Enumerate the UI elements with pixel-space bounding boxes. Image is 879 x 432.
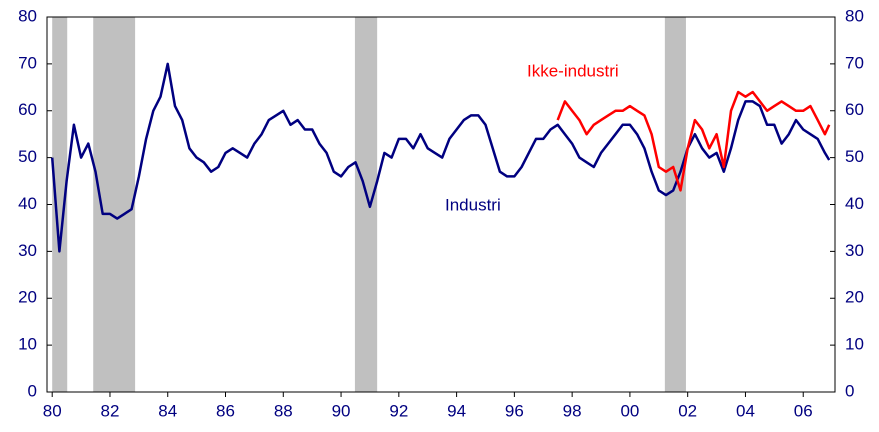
x-tick-label: 98 [563,401,582,420]
series-label: Ikke-industri [527,61,619,80]
x-tick-label: 80 [43,401,62,420]
x-tick-label: 84 [158,401,177,420]
y2-tick-label: 50 [845,147,864,166]
x-tick-label: 06 [794,401,813,420]
series-label: Industri [445,195,501,214]
y-tick-label: 40 [18,194,37,213]
y-tick-label: 50 [18,147,37,166]
y-tick-label: 0 [28,381,37,400]
x-tick-label: 88 [274,401,293,420]
y2-tick-label: 10 [845,335,864,354]
x-tick-label: 90 [332,401,351,420]
series-line [556,90,831,192]
x-tick-label: 00 [620,401,639,420]
y2-tick-label: 30 [845,241,864,260]
y2-tick-label: 20 [845,288,864,307]
recession-shade [52,17,68,392]
y2-tick-label: 60 [845,100,864,119]
recession-shade [664,17,686,392]
recession-shade [93,17,136,392]
x-tick-label: 86 [216,401,235,420]
y-tick-label: 60 [18,100,37,119]
y-tick-label: 80 [18,6,37,25]
recession-shade [354,17,378,392]
x-tick-label: 96 [505,401,524,420]
y-tick-label: 70 [18,53,37,72]
y2-tick-label: 80 [845,6,864,25]
x-tick-label: 92 [389,401,408,420]
y-tick-label: 30 [18,241,37,260]
y2-tick-label: 40 [845,194,864,213]
y2-tick-label: 0 [845,381,854,400]
y-tick-label: 10 [18,335,37,354]
series-line [50,62,831,253]
y2-tick-label: 70 [845,53,864,72]
x-tick-label: 94 [447,401,466,420]
x-tick-label: 04 [736,401,755,420]
y-tick-label: 20 [18,288,37,307]
x-tick-label: 82 [101,401,120,420]
x-tick-label: 02 [678,401,697,420]
